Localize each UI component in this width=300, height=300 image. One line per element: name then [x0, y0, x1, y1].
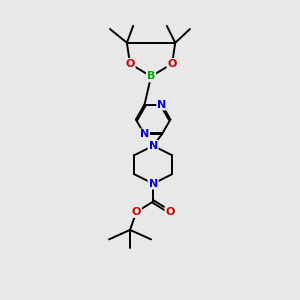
Text: N: N [140, 129, 149, 140]
Text: O: O [125, 59, 135, 69]
Text: B: B [147, 71, 155, 81]
Text: N: N [148, 141, 158, 151]
Text: O: O [132, 207, 141, 217]
Text: O: O [167, 59, 177, 69]
Text: N: N [157, 100, 167, 110]
Text: N: N [148, 179, 158, 189]
Text: O: O [165, 207, 175, 217]
